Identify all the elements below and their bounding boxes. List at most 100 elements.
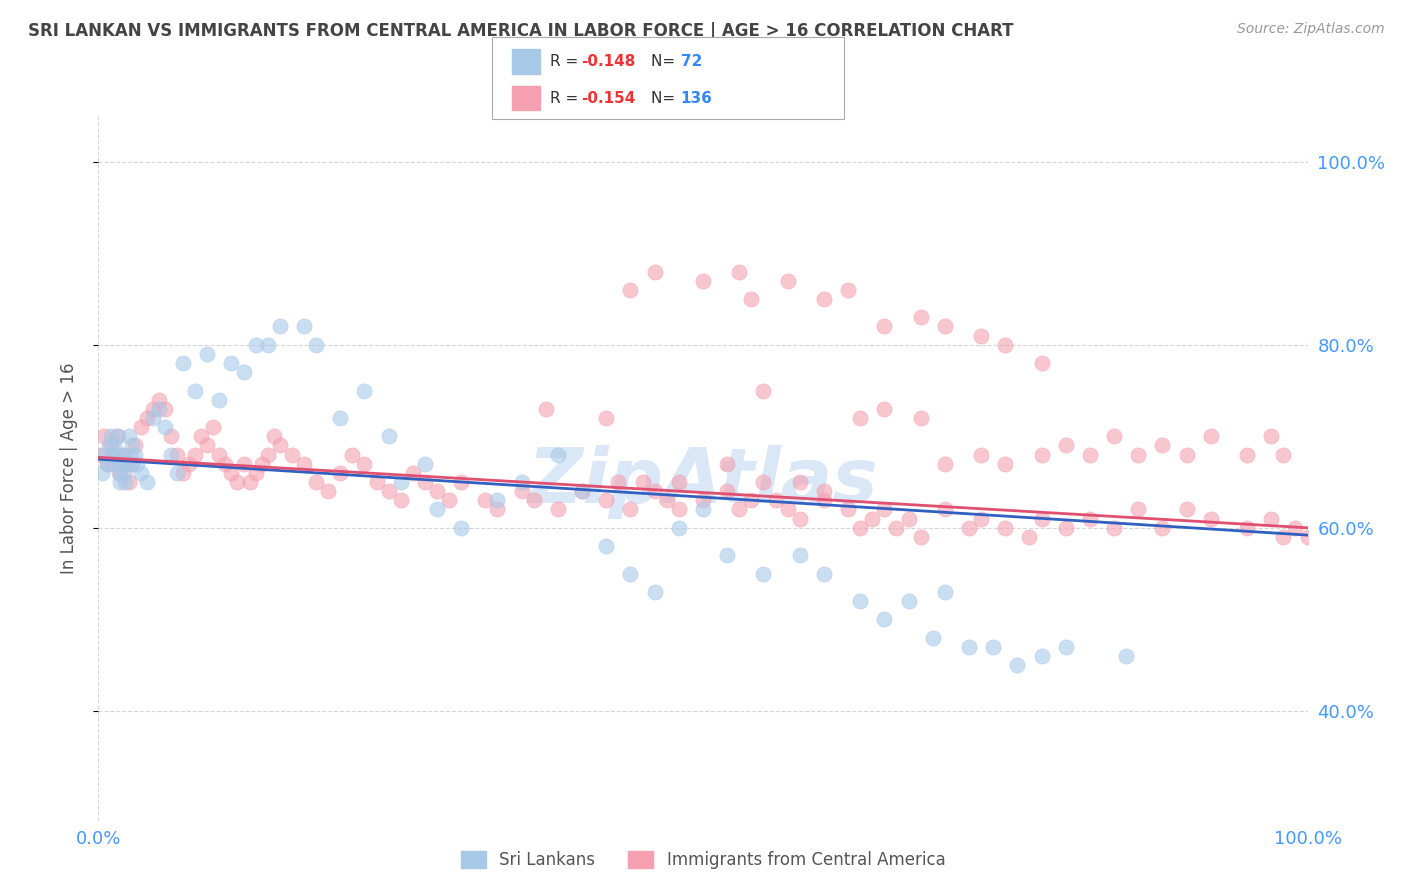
- Point: [402, 466, 425, 480]
- Point: [1078, 511, 1101, 525]
- Point: [776, 274, 799, 288]
- Point: [595, 411, 617, 425]
- Point: [619, 566, 641, 581]
- Point: [101, 457, 124, 471]
- Point: [1054, 640, 1077, 654]
- Point: [118, 429, 141, 443]
- Point: [142, 401, 165, 416]
- Point: [1031, 511, 1053, 525]
- Point: [1031, 356, 1053, 370]
- Point: [1272, 530, 1295, 544]
- Point: [329, 466, 352, 480]
- Point: [692, 502, 714, 516]
- Point: [1078, 448, 1101, 462]
- Point: [115, 457, 138, 471]
- Point: [1031, 448, 1053, 462]
- Point: [377, 429, 399, 443]
- Y-axis label: In Labor Force | Age > 16: In Labor Force | Age > 16: [59, 362, 77, 574]
- Point: [1199, 511, 1222, 525]
- Point: [934, 502, 956, 516]
- Point: [98, 438, 121, 452]
- Point: [1007, 658, 1029, 673]
- Point: [118, 475, 141, 489]
- Text: N=: N=: [651, 54, 681, 69]
- Point: [269, 438, 291, 452]
- Point: [692, 274, 714, 288]
- Point: [1054, 438, 1077, 452]
- Point: [263, 429, 285, 443]
- Point: [232, 457, 254, 471]
- Point: [105, 448, 128, 462]
- Point: [101, 448, 124, 462]
- Point: [269, 319, 291, 334]
- Point: [172, 356, 194, 370]
- Point: [1236, 521, 1258, 535]
- Point: [873, 319, 896, 334]
- Point: [239, 475, 262, 489]
- Point: [100, 448, 122, 462]
- Text: ZipAtlas: ZipAtlas: [527, 445, 879, 519]
- Point: [450, 521, 472, 535]
- Point: [184, 384, 207, 398]
- Point: [221, 466, 243, 480]
- Point: [1102, 429, 1125, 443]
- Point: [1115, 648, 1137, 663]
- Point: [1031, 648, 1053, 663]
- Point: [121, 438, 143, 452]
- Point: [957, 640, 980, 654]
- Point: [96, 457, 118, 471]
- Point: [547, 448, 569, 462]
- Point: [256, 448, 278, 462]
- Point: [655, 493, 678, 508]
- Point: [426, 502, 449, 516]
- Point: [510, 475, 533, 489]
- Point: [413, 475, 436, 489]
- Point: [208, 448, 231, 462]
- Point: [195, 438, 218, 452]
- Point: [776, 502, 799, 516]
- Point: [110, 457, 132, 471]
- Point: [166, 466, 188, 480]
- Point: [849, 594, 872, 608]
- Point: [474, 493, 496, 508]
- Point: [631, 475, 654, 489]
- Point: [1102, 521, 1125, 535]
- Point: [112, 466, 135, 480]
- Text: 72: 72: [681, 54, 702, 69]
- Point: [740, 493, 762, 508]
- Point: [728, 264, 751, 278]
- Point: [897, 594, 920, 608]
- Point: [813, 566, 835, 581]
- Point: [93, 448, 115, 462]
- Point: [1272, 448, 1295, 462]
- Point: [1152, 521, 1174, 535]
- Point: [1284, 521, 1306, 535]
- Point: [135, 411, 157, 425]
- Point: [934, 585, 956, 599]
- Point: [281, 448, 304, 462]
- Point: [813, 493, 835, 508]
- Point: [377, 484, 399, 499]
- Point: [108, 466, 131, 480]
- Point: [934, 319, 956, 334]
- Point: [129, 466, 152, 480]
- Point: [849, 521, 872, 535]
- Point: [202, 420, 225, 434]
- Point: [292, 319, 315, 334]
- Point: [813, 292, 835, 306]
- Text: -0.154: -0.154: [581, 91, 636, 105]
- Point: [510, 484, 533, 499]
- Point: [190, 429, 212, 443]
- Point: [111, 448, 134, 462]
- Point: [873, 612, 896, 626]
- Point: [1260, 511, 1282, 525]
- Point: [93, 429, 115, 443]
- Point: [716, 484, 738, 499]
- Point: [124, 448, 146, 462]
- Text: N=: N=: [651, 91, 681, 105]
- Point: [910, 411, 932, 425]
- Point: [994, 521, 1017, 535]
- Point: [547, 502, 569, 516]
- Point: [118, 448, 141, 462]
- Point: [124, 438, 146, 452]
